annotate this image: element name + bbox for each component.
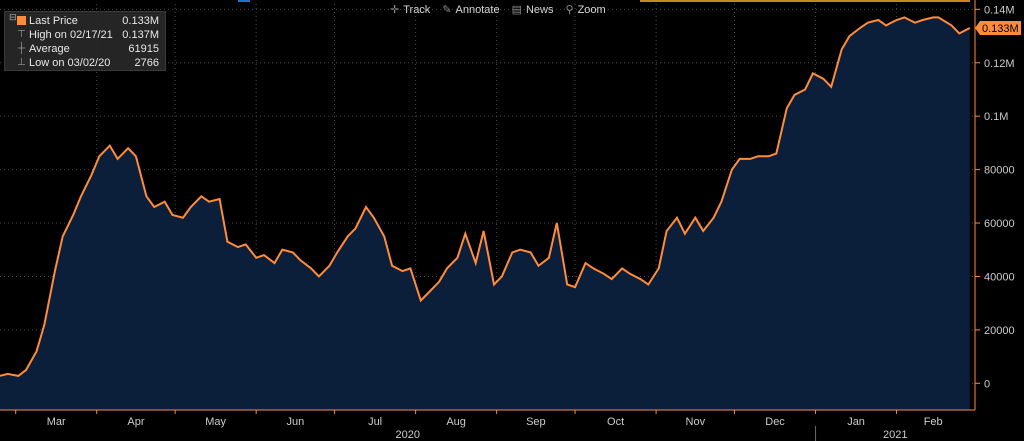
x-axis: Mar Apr May Jun Jul Aug Sep Oct Nov Dec Jan Feb 2020…: [0, 409, 975, 441]
top-strip-orange: [640, 0, 970, 2]
zoom-label: Zoom: [577, 3, 606, 16]
year-label: 2021: [883, 429, 907, 441]
y-tick-label: 0: [984, 378, 990, 390]
x-tick-label: Sep: [526, 416, 546, 428]
price-area-fill: [0, 17, 970, 411]
legend-label: Average: [29, 42, 70, 55]
collapse-icon[interactable]: ⊟: [9, 12, 17, 22]
y-tick-label: 60000: [984, 218, 1015, 230]
y-tick-label: 80000: [984, 165, 1015, 177]
track-button[interactable]: ✛ Track: [390, 3, 431, 17]
last-price-tag-group: 0.133M: [975, 21, 1021, 36]
legend-label: High on 02/17/21: [29, 28, 113, 41]
legend-value: 0.137M: [122, 28, 159, 41]
year-label: 2020: [396, 429, 420, 441]
x-tick-label: Jun: [287, 416, 305, 428]
low-marker-icon: ⊥: [17, 57, 26, 68]
chart-toolbar: ✛ Track ✎ Annotate ▤ News ⚲ Zoom: [390, 3, 606, 17]
magnifier-icon: ⚲: [565, 4, 574, 16]
x-tick-label: Nov: [686, 416, 706, 428]
high-marker-icon: ⊤: [17, 29, 26, 40]
x-tick-label: Jul: [368, 416, 382, 428]
legend-row-last-price: Last Price 0.133M: [5, 14, 159, 27]
news-button[interactable]: ▤ News: [511, 3, 554, 17]
price-line: [0, 16, 971, 377]
legend-value: 2766: [134, 56, 159, 69]
news-icon: ▤: [511, 4, 522, 16]
legend-row-average: ┼ Average 61915: [5, 42, 159, 55]
y-tick-label: 0.14M: [984, 4, 1015, 16]
legend-row-low: ⊥ Low on 03/02/20 2766: [5, 56, 159, 69]
x-tick-label: Apr: [127, 416, 144, 428]
chart-legend: ⊟ Last Price 0.133M ⊤ High on 02/17/21 0…: [4, 11, 166, 71]
annotate-label: Annotate: [455, 3, 500, 16]
last-price-tag: [975, 21, 1021, 36]
crosshair-icon: ✛: [390, 4, 400, 16]
y-tick-label: 0.12M: [984, 58, 1015, 70]
pencil-icon: ✎: [442, 4, 452, 16]
legend-row-high: ⊤ High on 02/17/21 0.137M: [5, 28, 159, 41]
annotate-button[interactable]: ✎ Annotate: [442, 3, 500, 17]
x-tick-label: Feb: [924, 416, 943, 428]
top-strip-blue: [238, 0, 250, 2]
last-price-swatch-icon: [17, 16, 26, 25]
average-marker-icon: ┼: [17, 43, 26, 54]
y-axis: 0 20000 40000 60000 80000 0.1M 0.12M 0.14M: [974, 0, 1015, 410]
legend-label: Last Price: [29, 14, 78, 27]
news-label: News: [525, 3, 554, 16]
y-tick-label: 0.1M: [984, 111, 1008, 123]
x-tick-label: Oct: [607, 416, 624, 428]
x-tick-label: Jan: [847, 416, 865, 428]
legend-value: 0.133M: [122, 14, 159, 27]
legend-label: Low on 03/02/20: [29, 56, 111, 69]
x-tick-label: Aug: [446, 416, 466, 428]
y-tick-label: 40000: [984, 271, 1015, 283]
zoom-button[interactable]: ⚲ Zoom: [565, 3, 606, 17]
track-label: Track: [403, 3, 431, 16]
legend-value: 61915: [128, 42, 159, 55]
y-tick-label: 20000: [984, 325, 1015, 337]
x-tick-label: Dec: [765, 416, 785, 428]
x-tick-label: Mar: [47, 416, 66, 428]
x-tick-label: May: [205, 416, 226, 428]
last-price-tag-label: 0.133M: [982, 23, 1019, 35]
